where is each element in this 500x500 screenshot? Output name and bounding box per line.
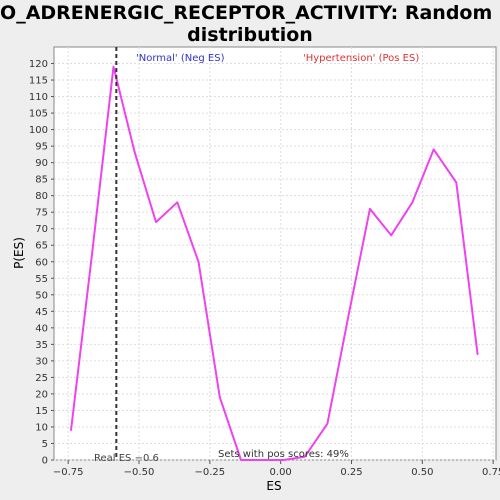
y-tick-label: 55 [35,274,48,285]
y-tick-label: 90 [35,158,48,169]
x-tick-label: −0.25 [195,467,226,478]
series-layer [70,65,479,461]
chart-title-line1: GO_ADRENERGIC_RECEPTOR_ACTIVITY: Random … [0,2,500,24]
axes: 0 5 10 15 20 25 30 35 40 45 50 55 60 65 70 75 80 85 90 95 10… [29,59,500,478]
real-es-label: Real ES −0.6 [94,453,159,464]
y-tick-label: 10 [35,422,48,433]
y-tick-label: 20 [35,389,48,400]
data-point [218,396,221,399]
y-tick-label: 35 [35,340,48,351]
x-tick-label: 0.50 [411,467,433,478]
data-point [261,459,264,461]
data-point [133,151,136,154]
y-tick-label: 60 [35,257,48,268]
y-tick-label: 25 [35,373,48,384]
y-tick-label: 100 [29,125,48,136]
data-point [432,148,435,151]
annotations: 'Normal' (Neg ES) 'Hypertension' (Pos ES)… [94,47,419,464]
chart-title-line2: distribution [187,24,313,46]
y-tick-label: 80 [35,191,48,202]
data-point [70,429,72,432]
data-point [197,260,200,263]
x-tick-label: 0.25 [340,467,362,478]
plot-area [53,46,497,461]
data-point [303,455,306,458]
data-point [369,208,371,210]
data-point [390,234,392,237]
data-point [411,201,414,204]
data-point [455,181,458,184]
data-point [155,221,157,223]
y-tick-label: 40 [35,323,48,334]
pos-es-label: 'Hypertension' (Pos ES) [303,53,419,64]
y-tick-label: 65 [35,241,48,252]
data-point [476,353,479,356]
y-tick-label: 5 [42,439,48,450]
pos-scores-label: Sets with pos scores: 49% [218,449,349,460]
series-line [70,65,479,461]
y-tick-label: 75 [35,208,48,219]
neg-es-label: 'Normal' (Neg ES) [136,53,225,64]
y-tick-label: 45 [35,307,48,318]
x-tick-label: −0.50 [124,467,155,478]
x-tick-label: −0.75 [53,467,84,478]
y-axis-label: P(ES) [12,237,26,269]
y-tick-label: 95 [35,142,48,153]
data-point [91,251,94,253]
data-point [240,459,242,461]
data-point [347,313,350,316]
y-tick-label: 15 [35,406,48,417]
x-tick-label: 0.00 [270,467,292,478]
y-tick-label: 0 [42,456,48,467]
grid [54,47,496,461]
y-tick-label: 115 [29,76,48,87]
y-tick-label: 30 [35,356,48,367]
x-tick-label: 0.75 [482,467,500,478]
data-point [326,422,329,425]
y-tick-label: 105 [29,109,48,120]
data-point [112,66,115,68]
y-tick-label: 85 [35,175,48,186]
y-tick-label: 50 [35,290,48,301]
y-tick-label: 70 [35,224,48,235]
x-axis-label: ES [266,479,281,493]
data-point [282,459,285,461]
y-tick-label: 120 [29,59,48,70]
data-point [176,201,179,204]
y-tick-label: 110 [29,92,48,103]
